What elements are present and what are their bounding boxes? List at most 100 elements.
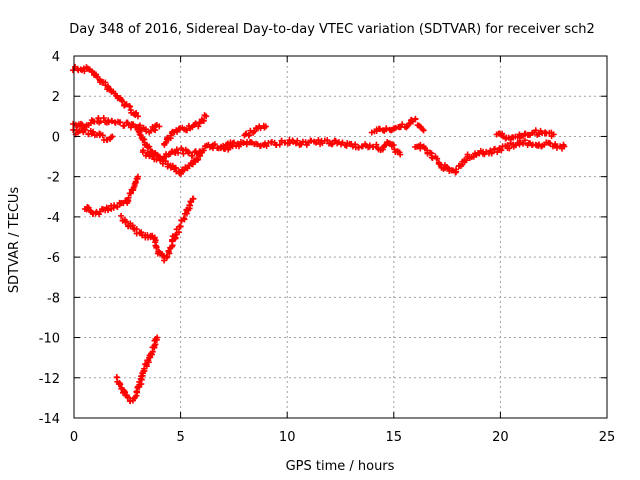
data-point xyxy=(390,142,397,149)
data-point xyxy=(251,128,258,135)
data-point xyxy=(419,126,426,133)
data-point xyxy=(152,341,159,348)
data-point xyxy=(153,244,160,251)
data-points xyxy=(70,63,568,405)
data-point xyxy=(553,144,560,151)
data-point xyxy=(550,131,557,138)
data-point xyxy=(203,113,210,120)
series-arc-14 xyxy=(113,334,161,405)
data-point xyxy=(373,141,380,148)
y-tick-label: 2 xyxy=(52,90,60,105)
series-arc-7 xyxy=(220,137,404,158)
data-point xyxy=(262,123,269,130)
series-arc-2 xyxy=(70,115,163,136)
data-point xyxy=(376,126,383,133)
y-tick-label: -4 xyxy=(47,211,60,226)
x-tick-label: 5 xyxy=(176,430,184,445)
data-point xyxy=(488,149,495,156)
data-point xyxy=(498,147,505,154)
data-point xyxy=(366,142,373,149)
data-point xyxy=(152,237,159,244)
data-point xyxy=(127,124,134,131)
y-tick-label: 0 xyxy=(52,130,60,145)
data-point xyxy=(162,139,169,146)
series-arc-3 xyxy=(70,126,116,144)
series-arc-1 xyxy=(70,63,141,120)
data-point xyxy=(412,116,419,123)
data-point xyxy=(185,149,192,156)
data-point xyxy=(464,151,471,158)
data-point xyxy=(315,137,322,144)
grid xyxy=(74,56,607,418)
data-point xyxy=(434,155,441,162)
data-point xyxy=(397,151,404,158)
y-tick-label: -12 xyxy=(39,372,60,387)
data-point xyxy=(177,223,184,230)
data-point xyxy=(146,143,153,150)
y-tick-label: 4 xyxy=(52,50,60,65)
series-arc-8 xyxy=(241,122,269,139)
data-point xyxy=(109,118,116,125)
data-point xyxy=(121,388,128,395)
x-tick-label: 15 xyxy=(386,430,403,445)
data-point xyxy=(180,150,187,157)
data-point xyxy=(114,203,121,210)
data-point xyxy=(506,145,513,152)
data-point xyxy=(175,149,182,156)
data-point xyxy=(535,131,542,138)
y-tick-label: -6 xyxy=(47,251,60,266)
series-arc-13 xyxy=(118,195,197,264)
data-point xyxy=(370,144,377,151)
data-point xyxy=(561,143,568,150)
data-point xyxy=(118,212,125,219)
data-point xyxy=(136,131,143,138)
data-point xyxy=(127,190,134,197)
data-point xyxy=(175,229,182,236)
data-point xyxy=(90,128,97,135)
x-tick-label: 0 xyxy=(70,430,78,445)
data-point xyxy=(122,218,129,225)
data-point xyxy=(190,195,197,202)
data-point xyxy=(463,157,470,164)
data-point xyxy=(82,126,89,133)
data-point xyxy=(97,118,104,125)
data-point xyxy=(134,173,141,180)
y-tick-label: -2 xyxy=(47,171,60,186)
y-axis-label: SDTVAR / TECUs xyxy=(7,187,22,294)
data-point xyxy=(100,115,107,122)
series-arc-11 xyxy=(493,127,557,142)
series-arc-12 xyxy=(81,173,141,218)
data-point xyxy=(154,334,161,341)
data-point xyxy=(188,199,195,206)
data-point xyxy=(117,381,124,388)
data-point xyxy=(453,166,460,173)
data-point xyxy=(276,141,283,148)
data-point xyxy=(70,67,77,74)
data-point xyxy=(200,117,207,124)
data-point xyxy=(278,137,285,144)
data-point xyxy=(195,123,202,130)
data-point xyxy=(263,143,270,150)
data-point xyxy=(109,133,116,140)
data-point xyxy=(240,139,247,146)
data-point xyxy=(117,119,124,126)
data-point xyxy=(141,136,148,143)
data-point xyxy=(200,147,207,154)
data-point xyxy=(159,252,166,259)
series-arc-9 xyxy=(368,115,427,136)
data-point xyxy=(111,202,118,209)
data-point xyxy=(149,152,156,159)
data-point xyxy=(180,215,187,222)
data-point xyxy=(521,137,528,144)
data-point xyxy=(99,132,106,139)
series-arc-10 xyxy=(412,137,568,176)
x-tick-label: 10 xyxy=(279,430,296,445)
data-point xyxy=(211,141,218,148)
x-axis-label: GPS time / hours xyxy=(286,459,395,474)
data-point xyxy=(131,182,138,189)
x-tick-label: 25 xyxy=(599,430,616,445)
data-point xyxy=(156,123,163,130)
data-point xyxy=(163,253,170,260)
